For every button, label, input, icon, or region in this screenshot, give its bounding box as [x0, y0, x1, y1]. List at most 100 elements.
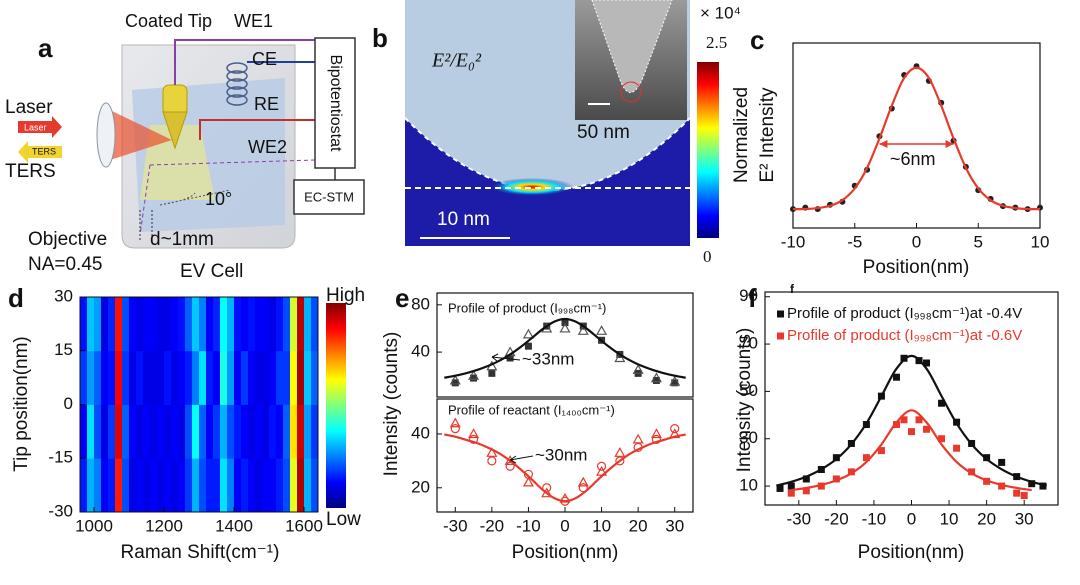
- heatmap-cell: [101, 350, 109, 405]
- angle-mark: [159, 189, 231, 206]
- panel-label: b: [372, 23, 388, 53]
- heatmap-cell: [129, 297, 137, 352]
- heatmap-cell: [122, 404, 130, 459]
- heatmap-cell: [164, 297, 172, 352]
- heatmap-cell: [143, 458, 151, 513]
- heatmap-cell: [276, 458, 284, 513]
- label: WE1: [234, 11, 273, 31]
- sem-tip: [591, 0, 673, 93]
- heatmap-cell: [178, 297, 186, 352]
- colorbar-label: Low: [326, 509, 361, 530]
- panel-a: a Coated Tip WE1 CE RE WE2 Bipotentiosta…: [5, 11, 365, 282]
- ters-arrow: [18, 141, 62, 163]
- heatmap-cell: [150, 297, 158, 352]
- heatmap-cell: [101, 297, 109, 352]
- data-point: [938, 435, 946, 443]
- panel-label: e: [395, 283, 409, 313]
- heatmap-cell: [269, 297, 277, 352]
- heatmap-cell: [80, 350, 88, 405]
- label: 2.5: [706, 33, 727, 52]
- y-tick-label: 80: [411, 294, 430, 313]
- wire: [174, 39, 318, 85]
- heatmap-cell: [297, 297, 305, 352]
- x-axis-label: Position(nm): [858, 542, 965, 563]
- data-point: [486, 447, 498, 457]
- fit-line: [444, 317, 686, 379]
- heatmap-cell: [213, 297, 221, 352]
- heatmap-cell: [269, 404, 277, 459]
- heatmap-cell: [199, 350, 207, 405]
- ec-stm-box: [293, 179, 365, 215]
- heatmap-cell: [171, 404, 179, 459]
- y-axis-label: Tip position(nm): [11, 336, 32, 472]
- y-tick-label: 70: [739, 334, 758, 353]
- heatmap-cell: [129, 404, 137, 459]
- heatmap-cell: [143, 297, 151, 352]
- data-point: [577, 476, 589, 487]
- heatmap-cell: [227, 404, 235, 459]
- x-tick-label: -30: [443, 516, 468, 535]
- heatmap-cell: [241, 404, 249, 459]
- wire: [199, 119, 315, 140]
- x-tick-label: 1200: [145, 516, 183, 535]
- data-point: [900, 354, 908, 362]
- heatmap-cell: [241, 458, 249, 513]
- data-point: [669, 375, 681, 386]
- heatmap-cell: [101, 458, 109, 513]
- heatmap-cell: [178, 458, 186, 513]
- data-point: [776, 484, 784, 492]
- fit-line: [792, 66, 1041, 211]
- arrow-head: [879, 140, 954, 148]
- data-point: [862, 454, 870, 462]
- heatmap-cell: [115, 404, 123, 459]
- label: TERS: [32, 146, 56, 156]
- data-point: [1020, 492, 1028, 500]
- data-point: [968, 468, 976, 476]
- annotation: ~6nm: [890, 149, 936, 169]
- data-point: [652, 376, 660, 384]
- panel-label: a: [38, 33, 53, 63]
- heatmap-cell: [171, 458, 179, 513]
- heatmap-cell: [94, 458, 102, 513]
- heatmap-cell: [171, 297, 179, 352]
- heatmap-cell: [220, 404, 228, 459]
- heatmap-cell: [157, 458, 165, 513]
- data-point: [596, 461, 607, 471]
- legend-marker: [777, 332, 784, 340]
- heatmap-cell: [304, 458, 312, 513]
- data-point: [832, 475, 840, 483]
- data-point: [923, 425, 931, 433]
- heatmap-cell: [80, 458, 88, 513]
- label: EV Cell: [180, 261, 243, 282]
- heatmap-cell: [234, 297, 242, 352]
- heatmap-cell: [199, 404, 207, 459]
- data-point: [488, 369, 496, 377]
- heatmap-cell: [206, 297, 214, 352]
- data-point: [892, 421, 900, 429]
- panel-label: f: [748, 283, 757, 313]
- label: Objective: [28, 229, 107, 250]
- data-point: [892, 373, 900, 381]
- heatmap-cell: [248, 404, 256, 459]
- heatmap-cell: [269, 350, 277, 405]
- data-point: [632, 364, 644, 374]
- data-point: [487, 456, 497, 466]
- annotation: ~33nm: [522, 349, 574, 368]
- y-tick-label: 40: [411, 342, 430, 361]
- heatmap-cell: [115, 458, 123, 513]
- colorbar: [326, 303, 346, 508]
- x-tick-label: 1600: [285, 516, 323, 535]
- heatmap-cell: [94, 350, 102, 405]
- heatmap-cell: [262, 458, 270, 513]
- heatmap-cell: [178, 350, 186, 405]
- data-point: [900, 416, 908, 424]
- data-point: [470, 374, 478, 382]
- heatmap-cell: [199, 297, 207, 352]
- heatmap-cell: [136, 350, 144, 405]
- x-axis-label: Position(nm): [863, 257, 970, 278]
- y-tick-label: 30: [739, 428, 758, 447]
- fit-line: [444, 433, 686, 503]
- data-point: [614, 447, 626, 457]
- y-tick-label: 30: [54, 286, 73, 305]
- heatmap-cell: [122, 350, 130, 405]
